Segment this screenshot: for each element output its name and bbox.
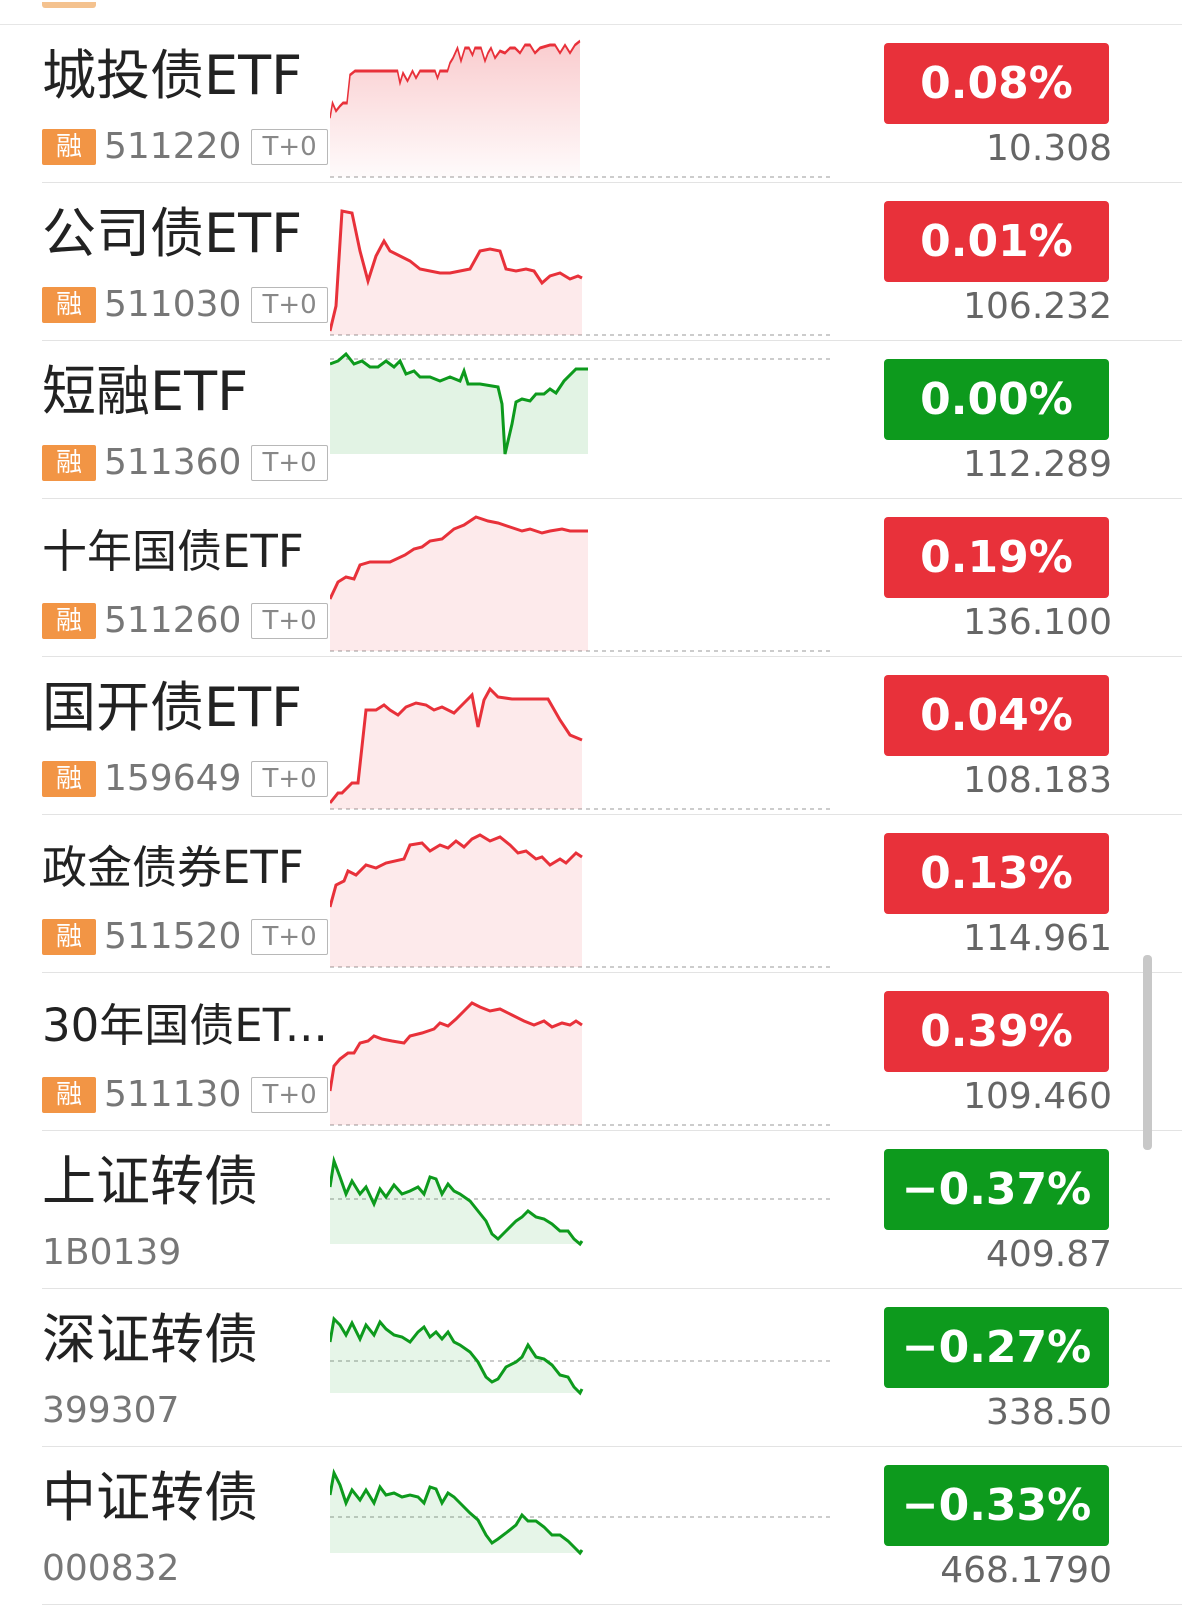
etf-name: 十年国债ETF: [42, 525, 304, 578]
list-item[interactable]: 政金债券ETF 融 511520 T+0 0.13% 114.961: [42, 815, 1182, 973]
code-line: 399307: [42, 1391, 179, 1431]
change-percent-button[interactable]: 0.04%: [884, 675, 1109, 756]
margin-badge: 融: [42, 919, 96, 955]
t0-badge: T+0: [251, 761, 328, 797]
list-item[interactable]: 30年国债ET... 融 511130 T+0 0.39% 109.460: [42, 973, 1182, 1131]
etf-code: 159649: [104, 758, 242, 799]
etf-code: 511360: [104, 442, 242, 483]
change-percent-button[interactable]: 0.00%: [884, 359, 1109, 440]
index-price: 409.87: [986, 1234, 1112, 1275]
etf-name: 城投债ETF: [42, 44, 303, 107]
sparkline-path: [330, 515, 588, 600]
etf-code: 511520: [104, 916, 242, 957]
etf-code: 511030: [104, 284, 242, 325]
sparkline-chart: [330, 1468, 830, 1556]
sparkline-chart: [330, 351, 830, 455]
code-line: 融 511260 T+0: [42, 601, 328, 641]
index-name: 深证转债: [42, 1308, 258, 1371]
change-percent-button[interactable]: 0.19%: [884, 517, 1109, 598]
t0-badge: T+0: [251, 445, 328, 481]
margin-badge: 融: [42, 445, 96, 481]
etf-name: 公司债ETF: [42, 202, 303, 265]
list-item[interactable]: 短融ETF 融 511360 T+0 0.00% 112.289: [42, 341, 1182, 499]
etf-code: 511220: [104, 126, 242, 167]
t0-badge: T+0: [251, 919, 328, 955]
change-percent-button[interactable]: −0.33%: [884, 1465, 1109, 1546]
change-percent-button[interactable]: −0.37%: [884, 1149, 1109, 1230]
code-line: 融 511520 T+0: [42, 917, 328, 957]
sparkline-chart: [330, 209, 830, 336]
index-name: 中证转债: [42, 1466, 258, 1529]
index-price: 338.50: [986, 1392, 1112, 1433]
sparkline-path: [330, 1001, 583, 1092]
margin-badge: 融: [42, 1077, 96, 1113]
sparkline-path: [330, 1315, 584, 1396]
change-percent-button[interactable]: −0.27%: [884, 1307, 1109, 1388]
etf-price: 114.961: [963, 918, 1112, 959]
etf-price: 106.232: [963, 286, 1112, 327]
t0-badge: T+0: [251, 129, 328, 165]
margin-badge: 融: [42, 603, 96, 639]
code-line: 融 159649 T+0: [42, 759, 328, 799]
sparkline-path: [330, 351, 588, 455]
etf-price: 109.460: [963, 1076, 1112, 1117]
code-line: 融 511220 T+0: [42, 127, 328, 167]
list-item[interactable]: 中证转债 000832 −0.33% 468.1790: [42, 1447, 1182, 1605]
sparkline-path: [330, 209, 583, 332]
t0-badge: T+0: [251, 603, 328, 639]
sparkline-chart: [330, 686, 830, 810]
list-item[interactable]: 国开债ETF 融 159649 T+0 0.04% 108.183: [42, 657, 1182, 815]
margin-badge: 融: [42, 129, 96, 165]
index-code: 1B0139: [42, 1232, 182, 1273]
margin-badge: 融: [42, 761, 96, 797]
sparkline-chart: [330, 1155, 830, 1247]
t0-badge: T+0: [251, 287, 328, 323]
index-code: 399307: [42, 1390, 180, 1431]
etf-code: 511260: [104, 600, 242, 641]
margin-badge: 融: [42, 287, 96, 323]
etf-name: 政金债券ETF: [42, 841, 304, 894]
scrollbar[interactable]: [1143, 955, 1152, 1150]
code-line: 融 511360 T+0: [42, 443, 328, 483]
sparkline-chart: [330, 515, 830, 652]
etf-name: 短融ETF: [42, 360, 249, 423]
etf-name: 国开债ETF: [42, 676, 303, 739]
t0-badge: T+0: [251, 1077, 328, 1113]
change-percent-button[interactable]: 0.01%: [884, 201, 1109, 282]
sparkline-chart: [330, 1001, 830, 1126]
code-line: 融 511030 T+0: [42, 285, 328, 325]
etf-price: 136.100: [963, 602, 1112, 643]
sparkline-chart: [330, 1315, 830, 1396]
code-line: 1B0139: [42, 1233, 181, 1273]
previous-badge-edge: [42, 2, 96, 8]
code-line: 000832: [42, 1549, 179, 1589]
list-item[interactable]: 十年国债ETF 融 511260 T+0 0.19% 136.100: [42, 499, 1182, 657]
change-percent-button[interactable]: 0.13%: [884, 833, 1109, 914]
list-item[interactable]: 上证转债 1B0139 −0.37% 409.87: [42, 1131, 1182, 1289]
sparkline-path: [330, 686, 583, 804]
sparkline-chart: [330, 833, 830, 968]
etf-price: 112.289: [963, 444, 1112, 485]
list-item[interactable]: 城投债ETF 融 511220 T+0 0.08% 10.308: [42, 25, 1182, 183]
list-item[interactable]: 公司债ETF 融 511030 T+0 0.01% 106.232: [42, 183, 1182, 341]
index-name: 上证转债: [42, 1150, 258, 1213]
change-percent-button[interactable]: 0.08%: [884, 43, 1109, 124]
etf-code: 511130: [104, 1074, 242, 1115]
etf-list: 城投债ETF 融 511220 T+0 0.08% 10.308 公司债ETF …: [0, 25, 1182, 1605]
index-code: 000832: [42, 1548, 180, 1589]
sparkline-chart: [330, 39, 830, 178]
sparkline-path: [330, 39, 581, 119]
sparkline-path: [330, 1468, 584, 1556]
list-item[interactable]: 深证转债 399307 −0.27% 338.50: [42, 1289, 1182, 1447]
sparkline-path: [330, 833, 583, 908]
index-price: 468.1790: [940, 1550, 1112, 1591]
etf-price: 10.308: [986, 128, 1112, 169]
etf-name: 30年国债ET...: [42, 999, 328, 1052]
sparkline-path: [330, 1155, 584, 1247]
code-line: 融 511130 T+0: [42, 1075, 328, 1115]
etf-price: 108.183: [963, 760, 1112, 801]
previous-row-edge: [0, 0, 1182, 25]
change-percent-button[interactable]: 0.39%: [884, 991, 1109, 1072]
